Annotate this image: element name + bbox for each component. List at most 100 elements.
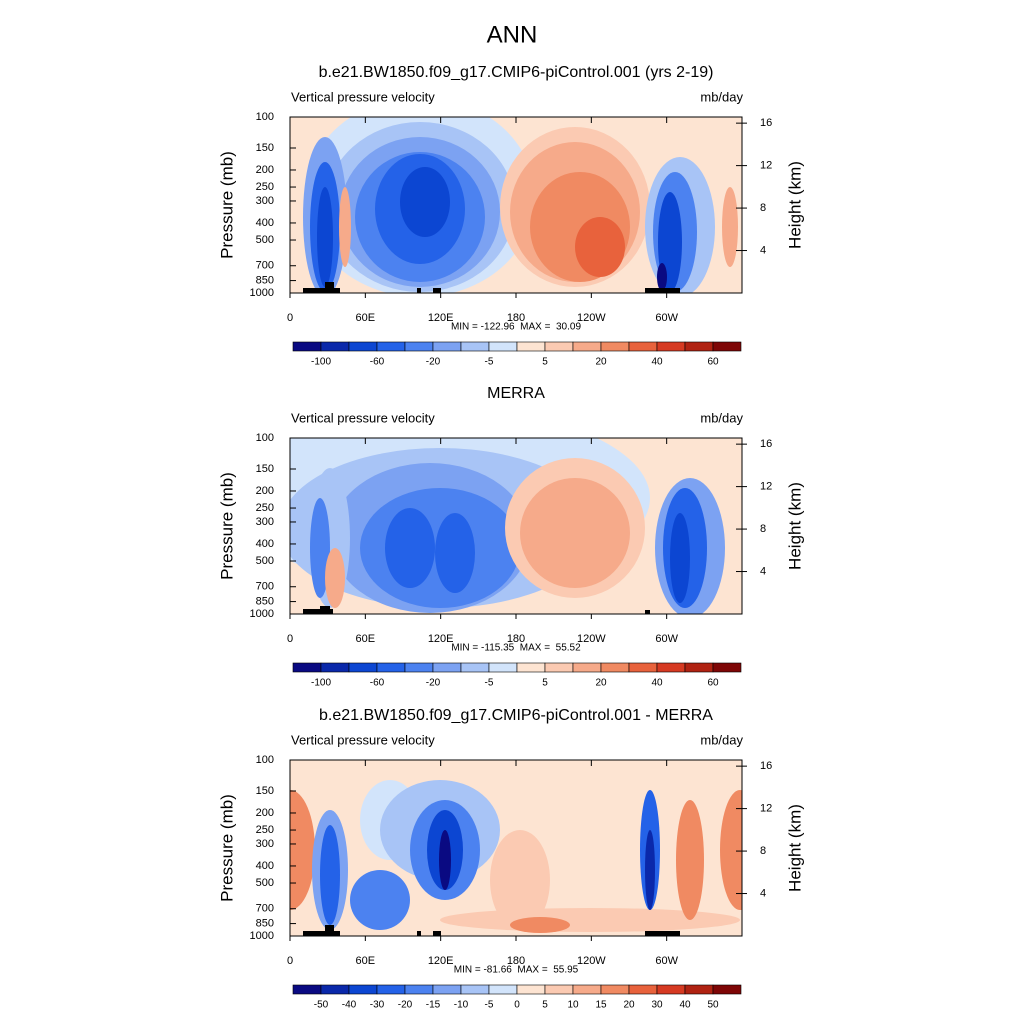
y-tick-label: 850 [256,917,274,929]
land-mask [433,931,441,936]
y-tick-label: 500 [256,877,274,889]
y-axis-label: Pressure (mb) [217,472,236,580]
colorbar-box [544,341,574,352]
colorbar-box [600,341,630,352]
colorbar-label: -20 [426,678,441,689]
y-tick-label: 700 [256,903,274,915]
y-tick-label: 150 [256,142,274,154]
y-tick-label: 500 [256,555,274,567]
contour-fill [520,478,630,588]
colorbar-label: 50 [707,1000,719,1011]
contour-fill [325,548,345,608]
x-tick-label: 180 [507,312,525,324]
y-tick-label: 150 [256,785,274,797]
colorbar-box [488,662,518,673]
colorbar-box [404,984,434,995]
colorbar-label: -100 [311,678,331,689]
figure-title: ANN [487,21,538,48]
y-axis-label: Pressure (mb) [217,151,236,259]
colorbar-box [572,662,602,673]
colorbar-box [292,662,322,673]
colorbar-box [320,341,350,352]
colorbar-box [320,984,350,995]
colorbar-box [656,984,686,995]
y2-axis-label: Height (km) [785,161,804,249]
contour-fill [575,217,625,277]
colorbar-box [348,984,378,995]
colorbar-label: -50 [314,1000,329,1011]
colorbar-box [320,662,350,673]
y-tick-label: 850 [256,274,274,286]
colorbar-label: 40 [651,678,663,689]
land-mask [645,288,680,293]
colorbar-box [600,662,630,673]
colorbar-box [572,341,602,352]
y2-tick-label: 4 [760,887,766,899]
y-tick-label: 400 [256,538,274,550]
y-tick-label: 250 [256,502,274,514]
colorbar-box [488,984,518,995]
colorbar-label: 5 [542,1000,548,1011]
y2-tick-label: 12 [760,160,772,172]
y-tick-label: 300 [256,195,274,207]
y-tick-label: 850 [256,595,274,607]
colorbar-box [516,662,546,673]
land-mask [417,288,421,293]
y-tick-label: 300 [256,838,274,850]
colorbar-label: -30 [370,1000,385,1011]
contour-fill [670,513,690,603]
colorbar-box [432,984,462,995]
colorbar-label: 20 [623,1000,635,1011]
right-label: mb/day [700,732,743,747]
colorbar-box [432,341,462,352]
y-tick-label: 400 [256,860,274,872]
x-tick-label: 60E [356,955,376,967]
y2-axis-label: Height (km) [785,804,804,892]
stats: MIN = -81.66 MAX = 55.95 [454,965,579,976]
y2-tick-label: 16 [760,117,772,129]
x-tick-label: 120W [577,312,606,324]
colorbar-box [432,662,462,673]
x-tick-label: 180 [507,955,525,967]
colorbar-label: 0 [514,1000,520,1011]
y2-tick-label: 4 [760,565,766,577]
colorbar-label: 10 [567,1000,579,1011]
colorbar-box [712,984,742,995]
colorbar-box [488,341,518,352]
colorbar-box [376,984,406,995]
colorbar-box [544,662,574,673]
contour-fill [400,167,450,237]
y-tick-label: 150 [256,463,274,475]
colorbar-box [348,662,378,673]
contour-fill [317,187,333,287]
contour-fill [720,790,742,910]
contour-field [290,760,742,936]
panel-title: b.e21.BW1850.f09_g17.CMIP6-piControl.001… [319,707,713,724]
colorbar-box [684,341,714,352]
stats: MIN = -115.35 MAX = 55.52 [451,643,581,654]
y2-tick-label: 12 [760,803,772,815]
x-tick-label: 120E [428,312,454,324]
x-tick-label: 60E [356,312,376,324]
colorbar-box [404,341,434,352]
colorbar-label: 60 [707,678,719,689]
colorbar-label: 30 [651,1000,663,1011]
colorbar-box [376,662,406,673]
contour-fill [310,498,330,598]
land-mask [303,609,333,614]
colorbar-label: -100 [311,357,331,368]
colorbar-box [712,662,742,673]
land-mask [433,288,441,293]
contour-fill [350,870,410,930]
contour-fill [645,830,655,910]
y-tick-label: 250 [256,824,274,836]
y2-tick-label: 8 [760,523,766,535]
colorbar-box [712,341,742,352]
left-label: Vertical pressure velocity [291,410,435,425]
colorbar-box [516,984,546,995]
colorbar-label: -15 [426,1000,441,1011]
colorbar-box [348,341,378,352]
colorbar-box [628,662,658,673]
land-mask [645,610,650,614]
x-tick-label: 120W [577,633,606,645]
